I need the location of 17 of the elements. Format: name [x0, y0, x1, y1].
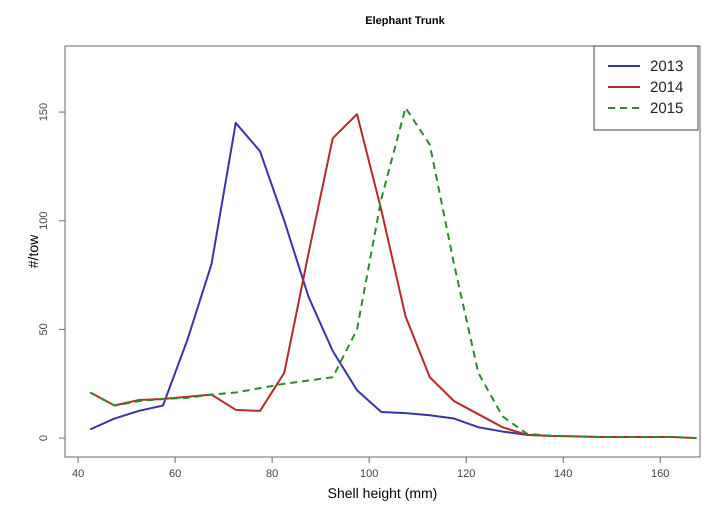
x-tick-label: 160	[651, 468, 670, 480]
chart-title: Elephant Trunk	[365, 15, 446, 27]
x-tick-label: 100	[360, 468, 378, 480]
legend-label: 2015	[650, 100, 684, 117]
x-tick-label: 40	[72, 468, 84, 480]
y-tick-label: 150	[38, 102, 50, 122]
y-tick-label: 0	[38, 435, 50, 442]
legend-label: 2013	[650, 58, 684, 75]
y-tick-label: 100	[38, 212, 50, 230]
y-axis-title: #/tow	[25, 234, 41, 268]
y-tick-label: 50	[38, 323, 50, 336]
x-tick-label: 80	[266, 468, 278, 480]
x-tick-label: 60	[168, 468, 182, 480]
x-tick-label: 120	[457, 468, 476, 480]
x-tick-label: 140	[554, 468, 572, 480]
legend-label: 2014	[650, 79, 684, 96]
x-axis-title: Shell height (mm)	[328, 485, 438, 501]
